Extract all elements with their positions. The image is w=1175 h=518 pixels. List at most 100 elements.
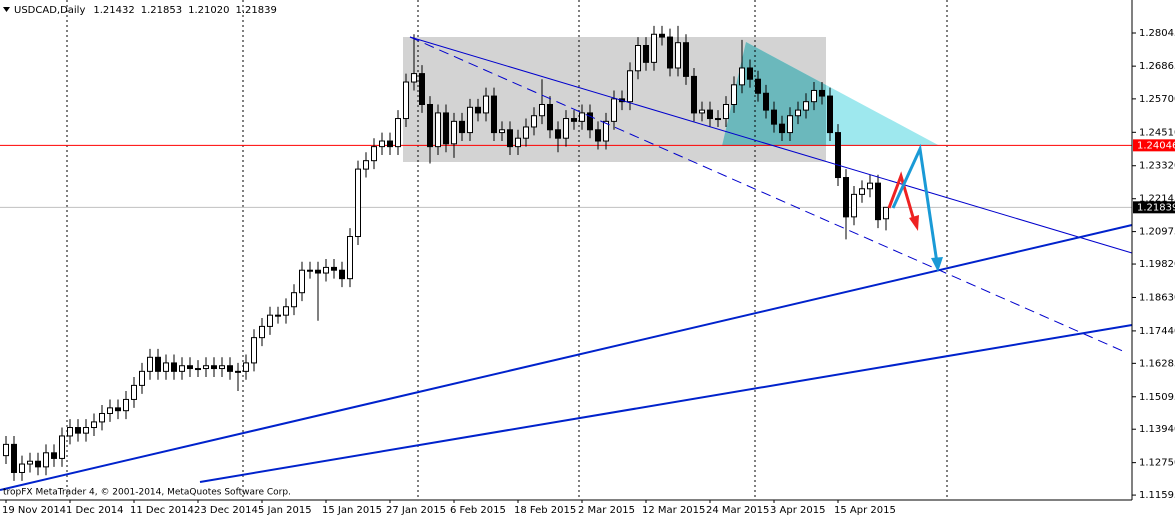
candle-body <box>11 443 17 473</box>
candle-body <box>659 33 665 38</box>
candle-body <box>459 120 465 134</box>
candle-body <box>179 365 185 372</box>
candle-body <box>547 103 553 131</box>
candle-body <box>635 45 641 72</box>
candle-body <box>83 427 89 434</box>
candle-body <box>627 70 633 103</box>
candle-body <box>267 314 273 327</box>
candle-body <box>187 365 193 370</box>
footer: tropFX MetaTrader 4, © 2001-2014, MetaQu… <box>3 488 291 498</box>
x-tick-label: 11 Dec 2014 <box>130 505 194 516</box>
y-tick-label: 1.26865 <box>1139 61 1175 72</box>
candle-body <box>827 95 833 134</box>
candle-body <box>323 266 329 274</box>
candle-body <box>643 45 649 63</box>
candle-body <box>107 407 113 414</box>
candle-body <box>243 362 249 372</box>
candle-body <box>227 365 233 372</box>
candle-body <box>51 452 57 459</box>
candle-body <box>443 112 449 145</box>
candle-body <box>811 89 817 103</box>
candle-body <box>307 269 313 272</box>
x-tick-label: 23 Dec 2014 <box>194 505 258 516</box>
candle-body <box>875 182 881 221</box>
trend-line-dashed <box>409 36 1126 353</box>
y-tick-label: 1.15095 <box>1139 392 1175 403</box>
candle-body <box>419 73 425 105</box>
candle-body <box>563 118 569 139</box>
candle-body <box>731 84 737 105</box>
arrow-path <box>887 171 917 225</box>
candle-body <box>171 362 177 372</box>
x-tick-label: 18 Feb 2015 <box>514 505 576 516</box>
candle-body <box>747 67 753 80</box>
candle-body <box>539 103 545 117</box>
candle-body <box>795 109 801 117</box>
candle-body <box>283 306 289 316</box>
candle-body <box>155 356 161 372</box>
candle-body <box>19 463 25 473</box>
x-tick-label: 12 Mar 2015 <box>642 505 705 516</box>
candle-body <box>427 103 433 148</box>
candle-body <box>843 177 849 218</box>
chart-header: USDCAD,Daily 1.21432 1.21853 1.21020 1.21839 <box>14 5 277 16</box>
candle-body <box>435 112 441 148</box>
candle-body <box>371 146 377 162</box>
candle-body <box>675 42 681 69</box>
candle-body <box>819 89 825 97</box>
candle-body <box>499 129 505 134</box>
y-tick-label: 1.12750 <box>1139 458 1175 469</box>
candle-body <box>411 73 417 83</box>
symbol-title: USDCAD,Daily <box>14 5 85 16</box>
price-label: 1.24046 <box>1137 140 1175 151</box>
candle-body <box>883 206 889 220</box>
y-tick-label: 1.28045 <box>1139 28 1175 39</box>
ohlc-close: 1.21839 <box>235 5 276 16</box>
candle-body <box>131 384 137 400</box>
candle-body <box>835 132 841 179</box>
candle-body <box>203 365 209 370</box>
candle-body <box>779 123 785 134</box>
price-label: 1.21839 <box>1137 202 1175 213</box>
candle-body <box>451 120 457 145</box>
y-tick-label: 1.11595 <box>1139 490 1175 501</box>
candle-body <box>787 115 793 134</box>
candles <box>3 25 889 481</box>
candle-body <box>667 36 673 69</box>
candle-body <box>259 325 265 339</box>
candle-body <box>211 365 217 370</box>
support-line <box>0 224 1133 491</box>
x-tick-label: 6 Feb 2015 <box>450 505 506 516</box>
candle-body <box>723 103 729 120</box>
ohlc-low: 1.21020 <box>188 5 229 16</box>
candle-body <box>555 129 561 139</box>
x-tick-label: 5 Jan 2015 <box>258 505 312 516</box>
candle-body <box>491 95 497 134</box>
y-tick-label: 1.16285 <box>1139 358 1175 369</box>
price-label-box <box>1133 139 1175 152</box>
candle-body <box>699 109 705 114</box>
candle-body <box>523 126 529 139</box>
candle-body <box>67 427 73 437</box>
candle-body <box>251 337 257 364</box>
candle-body <box>763 92 769 111</box>
y-tick-label: 1.25700 <box>1139 94 1175 105</box>
menu-icon <box>3 7 10 12</box>
y-tick-label: 1.23320 <box>1139 161 1175 172</box>
candle-body <box>275 314 281 317</box>
y-tick-label: 1.13940 <box>1139 424 1175 435</box>
candle-body <box>163 362 169 372</box>
x-tick-label: 1 Dec 2014 <box>66 505 124 516</box>
price-label-box <box>1133 201 1175 214</box>
candle-body <box>771 109 777 125</box>
candle-body <box>395 118 401 148</box>
y-tick-label: 1.24510 <box>1139 127 1175 138</box>
candle-body <box>59 435 65 459</box>
candle-body <box>379 140 385 148</box>
candle-body <box>867 182 873 190</box>
candle-body <box>515 137 521 148</box>
candle-body <box>851 193 857 218</box>
ohlc-open: 1.21432 <box>93 5 134 16</box>
y-tick-label: 1.18630 <box>1139 292 1175 303</box>
candle-body <box>531 115 537 128</box>
